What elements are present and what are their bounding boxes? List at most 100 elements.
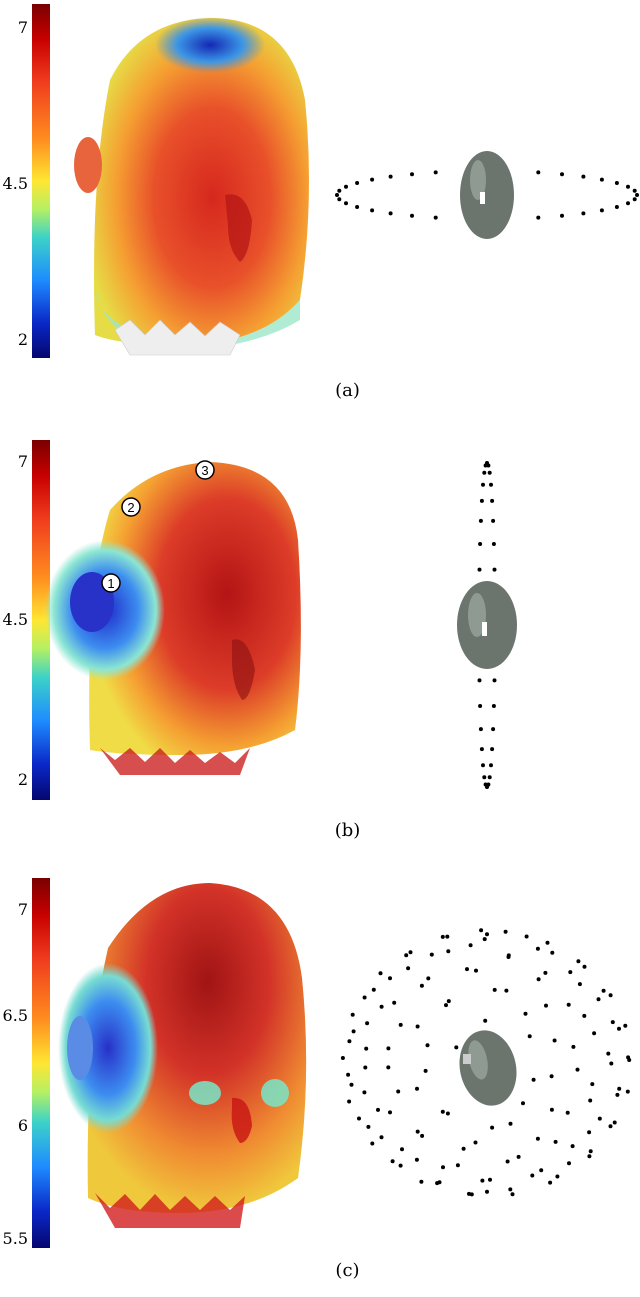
- source-point: [615, 1092, 620, 1097]
- source-point: [441, 1165, 445, 1170]
- colorbar-a-tick-0: 7: [17, 18, 28, 37]
- source-point: [606, 1051, 611, 1056]
- source-point: [575, 1067, 580, 1072]
- marker-1: 1: [101, 573, 121, 593]
- source-point: [440, 934, 445, 939]
- ear-a: [74, 137, 102, 193]
- source-point: [362, 995, 367, 1000]
- source-point: [390, 1159, 395, 1164]
- source-point: [386, 1046, 391, 1051]
- source-point: [423, 1068, 428, 1073]
- source-point: [480, 1178, 485, 1183]
- source-point: [492, 987, 497, 992]
- source-point: [344, 184, 348, 189]
- source-point: [508, 1187, 513, 1192]
- source-point: [570, 1144, 575, 1149]
- source-point: [351, 1029, 356, 1034]
- source-point: [433, 170, 438, 175]
- source-point: [340, 1056, 345, 1060]
- source-point: [479, 747, 484, 752]
- source-point: [426, 976, 431, 981]
- source-point: [371, 987, 376, 992]
- source-point: [486, 463, 491, 468]
- source-point: [363, 1065, 368, 1070]
- source-point: [626, 1055, 631, 1060]
- source-point: [344, 201, 348, 206]
- source-point: [410, 172, 414, 177]
- source-point: [337, 188, 342, 193]
- source-point: [400, 1147, 404, 1152]
- source-point: [478, 542, 483, 546]
- source-point: [632, 197, 637, 202]
- figure-panel-c: 7 6.5 6 5.5: [0, 868, 640, 1297]
- source-point: [473, 1140, 478, 1145]
- source-point: [469, 1192, 474, 1197]
- source-point: [485, 1189, 489, 1194]
- source-point: [349, 1082, 354, 1087]
- source-point: [614, 205, 619, 209]
- source-point: [485, 932, 489, 937]
- source-point: [465, 967, 469, 972]
- source-point: [617, 1086, 622, 1091]
- marker-2: 2: [121, 497, 141, 517]
- source-point: [419, 983, 424, 988]
- source-point: [524, 934, 529, 939]
- source-point: [617, 1026, 621, 1031]
- source-point: [491, 727, 496, 732]
- source-point: [455, 1163, 460, 1168]
- caption-b: (b): [334, 820, 361, 841]
- source-ring-b: [477, 461, 497, 789]
- source-point: [596, 997, 601, 1002]
- source-point: [510, 1192, 515, 1197]
- source-point: [608, 993, 613, 998]
- source-point: [337, 197, 342, 202]
- nose-c: [231, 1097, 252, 1143]
- source-point: [543, 970, 548, 975]
- source-point: [370, 1141, 375, 1146]
- source-point: [506, 953, 511, 958]
- source-point: [632, 188, 637, 193]
- source-point: [549, 1074, 554, 1079]
- source-point: [392, 1000, 397, 1005]
- source-point: [566, 1002, 571, 1007]
- source-point: [626, 201, 630, 206]
- source-point: [560, 172, 564, 177]
- source-point: [490, 747, 495, 752]
- colorbar-b-tick-2: 2: [17, 770, 28, 789]
- source-point: [479, 928, 484, 933]
- source-point: [527, 1034, 532, 1039]
- nose-b: [232, 639, 255, 700]
- source-point: [489, 763, 493, 768]
- source-point: [504, 988, 509, 993]
- source-point: [347, 1099, 352, 1104]
- source-point: [492, 678, 497, 683]
- colorbar-b: [32, 440, 50, 800]
- source-point: [489, 482, 493, 487]
- source-point: [550, 950, 555, 955]
- scalp-surface-a: [94, 18, 309, 345]
- source-point: [590, 1082, 595, 1087]
- source-point: [487, 775, 492, 780]
- source-point: [388, 211, 393, 216]
- source-point: [396, 1089, 401, 1094]
- marker-3: 3: [195, 460, 215, 480]
- scalp-surface-c: [87, 883, 307, 1213]
- source-point: [503, 929, 508, 934]
- source-point: [582, 1013, 587, 1018]
- source-point: [446, 999, 451, 1004]
- head-model-a: [460, 151, 514, 239]
- source-point: [477, 678, 482, 683]
- source-point: [408, 950, 413, 955]
- source-point: [483, 782, 488, 787]
- source-point: [398, 1022, 403, 1027]
- source-point: [545, 940, 550, 945]
- source-point: [601, 988, 606, 993]
- source-point: [477, 567, 482, 572]
- head-plot-b: 1 2 3: [45, 460, 517, 789]
- source-point: [581, 211, 586, 216]
- source-point: [488, 1177, 492, 1182]
- source-point: [346, 1072, 351, 1077]
- source-point: [388, 174, 393, 179]
- figure-panel-a: 7 4.5 2: [0, 0, 640, 410]
- source-point: [548, 1180, 553, 1185]
